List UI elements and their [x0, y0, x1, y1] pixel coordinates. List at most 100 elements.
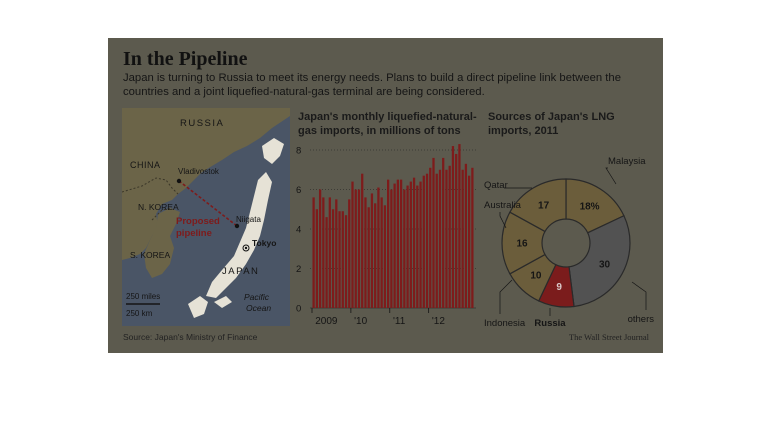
- proposed-pipeline-label-2: pipeline: [176, 228, 212, 239]
- bar: [341, 211, 344, 308]
- pipeline-map: RUSSIA CHINA Vladivostok N. KOREA S. KOR…: [122, 108, 290, 326]
- lng-sources-donut-chart: 18% 30 9 10 16 17 Malaysia others Russia Indonesi…: [484, 156, 655, 329]
- bar: [374, 203, 377, 308]
- bar: [367, 207, 370, 308]
- bar: [351, 181, 354, 308]
- bar: [387, 179, 390, 308]
- bar: [335, 199, 338, 308]
- donut-value-label: 18%: [580, 201, 600, 212]
- tokyo-marker-dot: [244, 246, 248, 250]
- publisher-credit: The Wall Street Journal: [568, 332, 649, 342]
- bar: [338, 211, 341, 308]
- proposed-pipeline-label-1: Proposed: [176, 216, 220, 227]
- callout-leader-line: [499, 212, 507, 229]
- y-tick-label: 8: [296, 146, 301, 157]
- donut-category-label: Malaysia: [608, 156, 646, 167]
- bar: [435, 173, 438, 308]
- donut-category-label: Russia: [534, 318, 566, 329]
- donut-value-label: 16: [516, 239, 528, 250]
- bar: [377, 187, 380, 308]
- bar: [448, 165, 451, 308]
- bar: [445, 169, 448, 308]
- y-tick-label: 6: [296, 185, 301, 196]
- y-tick-label: 0: [296, 304, 301, 315]
- lng-imports-bar-chart: 0 2 4 6 8 2009 '10 '11 '12: [296, 144, 476, 327]
- donut-slice: [509, 178, 567, 233]
- y-tick-label: 2: [296, 264, 301, 275]
- bar: [451, 146, 455, 308]
- bar: [409, 181, 412, 308]
- bar: [464, 163, 468, 308]
- pacific-ocean-label-2: Ocean: [246, 303, 271, 313]
- bar: [425, 173, 429, 308]
- x-tick-label: '11: [393, 316, 406, 327]
- bar: [357, 189, 361, 308]
- bar: [325, 217, 328, 308]
- scale-km-label: 250 km: [126, 309, 153, 318]
- bar: [416, 185, 419, 308]
- callout-leader-line: [499, 279, 513, 314]
- source-note: Source: Japan's Ministry of Finance: [123, 332, 258, 342]
- donut-category-label: Indonesia: [484, 318, 526, 329]
- korea-border: [151, 207, 173, 221]
- bar: [422, 175, 425, 308]
- bar: [393, 183, 396, 308]
- donut-category-label: others: [628, 314, 655, 325]
- bar: [471, 167, 474, 308]
- vladivostok-label: Vladivostok: [178, 167, 220, 176]
- bar: [412, 177, 416, 308]
- donut-category-label: Qatar: [484, 180, 508, 191]
- tokyo-marker: [242, 244, 250, 252]
- bar: [344, 215, 348, 308]
- bar: [442, 157, 445, 308]
- bar: [348, 199, 351, 308]
- bar: [461, 169, 464, 308]
- bar: [438, 169, 442, 308]
- china-russia-border: [122, 177, 179, 195]
- tokyo-label: Tokyo: [252, 238, 276, 248]
- bar: [322, 197, 325, 308]
- bar: [396, 179, 399, 308]
- donut-value-label: 9: [556, 282, 562, 293]
- bar: [390, 189, 393, 308]
- bar: [331, 209, 335, 308]
- callout-leader-line: [631, 281, 647, 310]
- bar: [406, 185, 409, 308]
- niigata-marker: [234, 223, 240, 229]
- shikoku-island: [214, 296, 232, 308]
- donut-value-label: 30: [599, 260, 611, 271]
- n-korea-label: N. KOREA: [138, 202, 179, 212]
- bar: [364, 197, 367, 308]
- bar-chart-title: Japan's monthly liquefied-natural-gas im…: [298, 111, 477, 137]
- bar: [318, 189, 322, 308]
- x-tick-label: '10: [354, 316, 367, 327]
- scale-miles-label: 250 miles: [126, 292, 160, 301]
- y-tick-label: 4: [296, 225, 301, 236]
- bar: [328, 197, 331, 308]
- bar: [312, 197, 315, 308]
- honshu-island: [206, 172, 272, 298]
- kyushu-island: [188, 296, 208, 318]
- bar: [361, 173, 364, 308]
- donut-value-label: 10: [530, 271, 542, 282]
- x-tick-label: 2009: [315, 316, 338, 327]
- bar: [403, 189, 406, 308]
- bar: [354, 189, 357, 308]
- bar: [458, 144, 461, 308]
- donut-category-label: Australia: [484, 200, 522, 211]
- donut-value-label: 17: [538, 201, 550, 212]
- hokkaido-island: [262, 138, 284, 164]
- bar: [429, 167, 432, 308]
- vladivostok-marker: [176, 178, 182, 184]
- bar: [432, 157, 435, 308]
- graphic-title: In the Pipeline: [123, 48, 248, 70]
- bar: [455, 153, 458, 308]
- pacific-ocean-label-1: Pacific: [244, 292, 270, 302]
- callout-leader-line: [605, 167, 617, 185]
- bar: [383, 205, 387, 308]
- s-korea-label: S. KOREA: [130, 250, 170, 260]
- bar: [370, 193, 374, 308]
- japan-label: JAPAN: [222, 266, 259, 277]
- bar: [419, 181, 422, 308]
- infographic: In the Pipeline Japan is turning to Russ…: [108, 38, 663, 353]
